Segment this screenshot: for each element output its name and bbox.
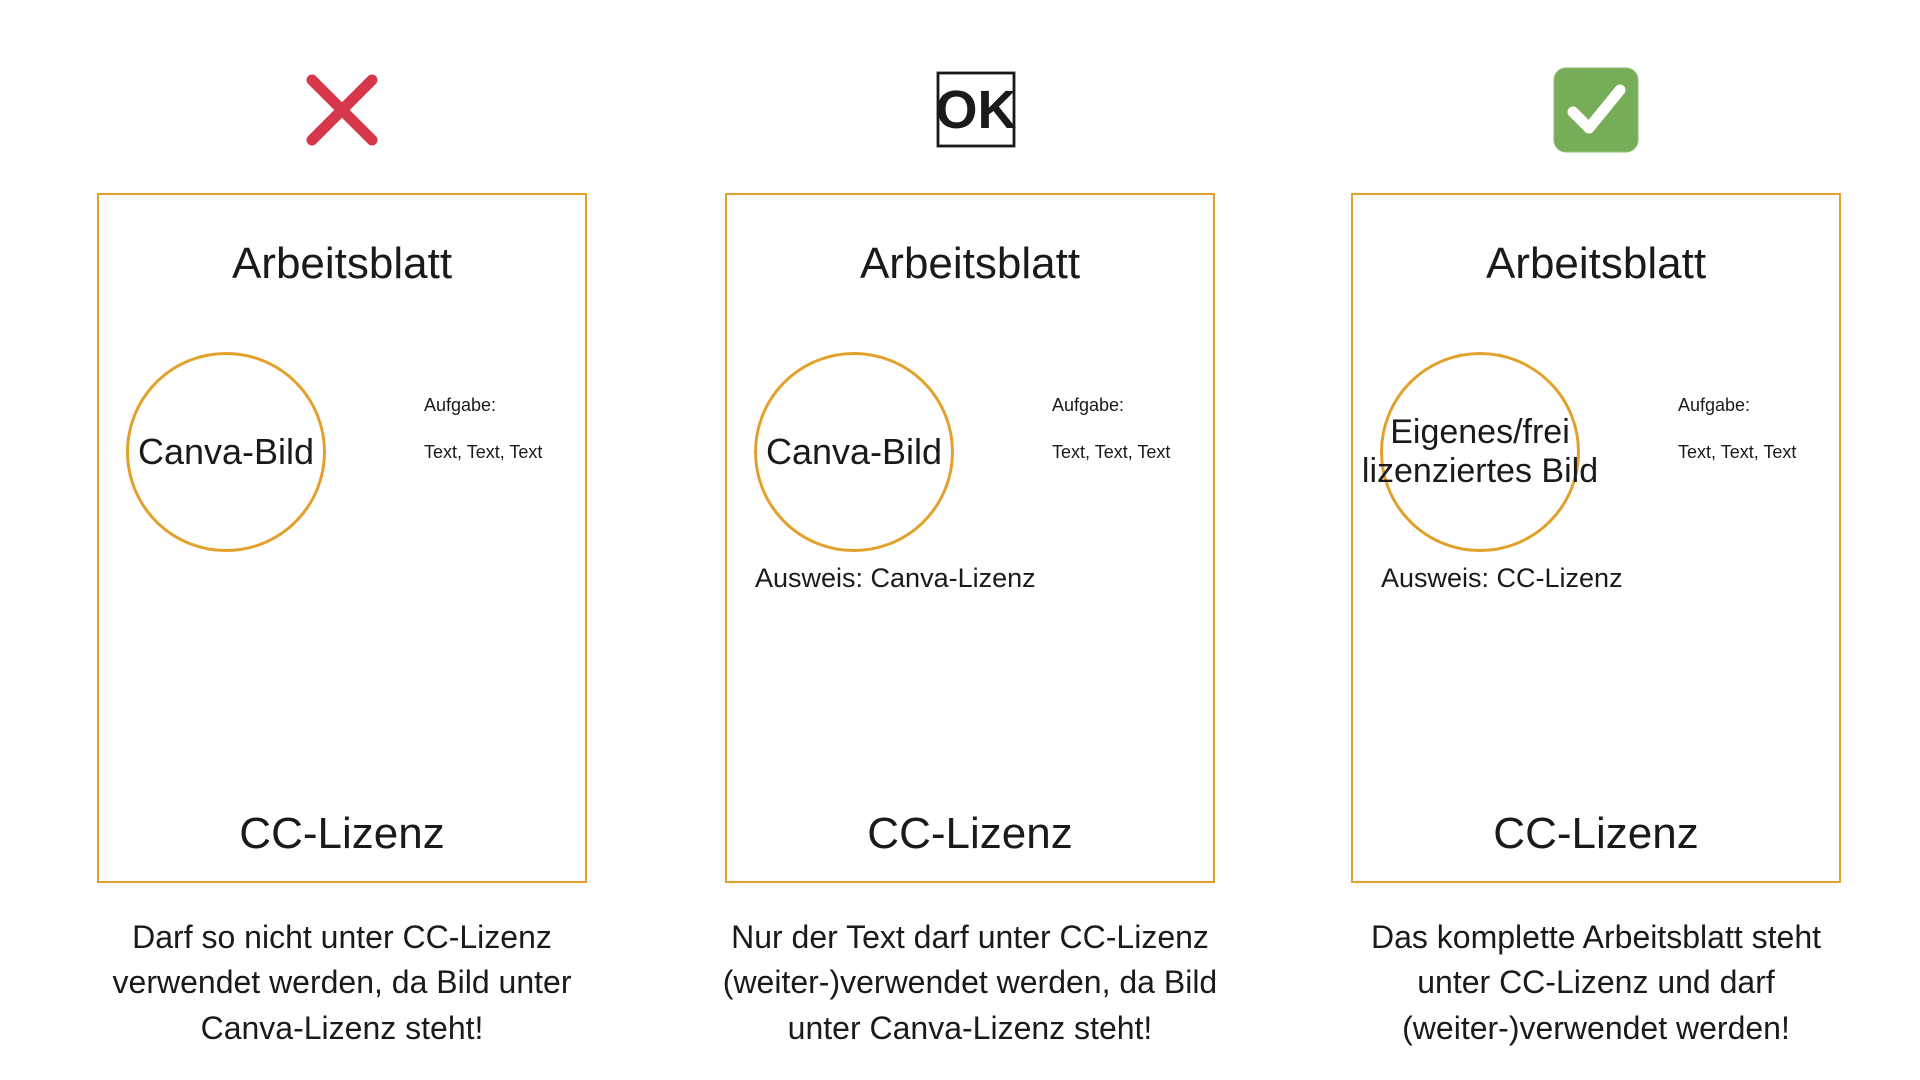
- svg-text:OK: OK: [936, 80, 1017, 140]
